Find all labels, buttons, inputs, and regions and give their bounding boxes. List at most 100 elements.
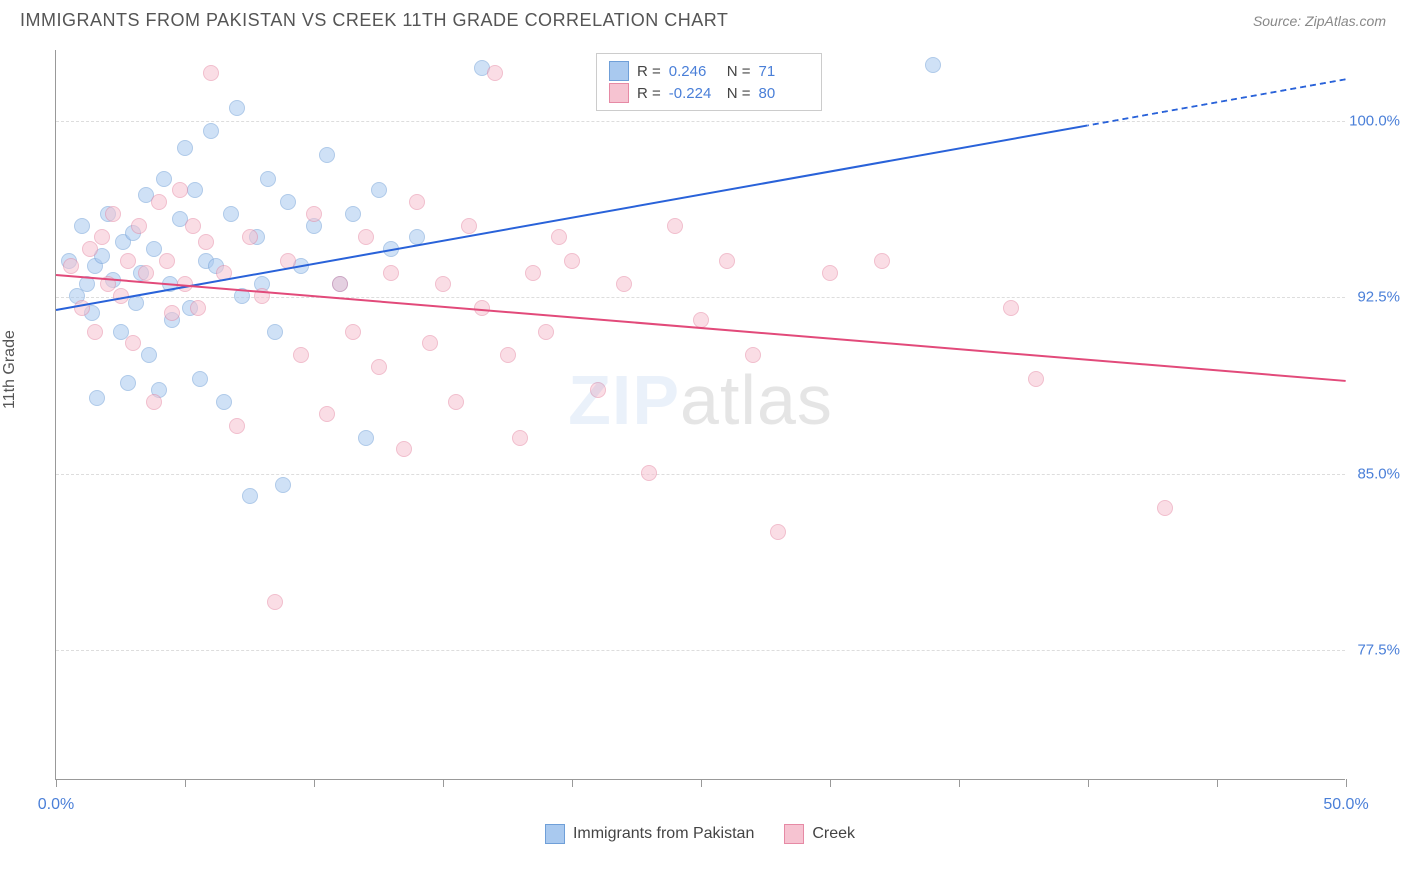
scatter-point xyxy=(105,206,121,222)
legend-row-creek: R = -0.224 N = 80 xyxy=(609,83,809,103)
scatter-point xyxy=(590,382,606,398)
scatter-point xyxy=(422,335,438,351)
legend-row-pakistan: R = 0.246 N = 71 xyxy=(609,61,809,81)
xtick xyxy=(443,779,444,787)
scatter-point xyxy=(216,394,232,410)
xtick xyxy=(572,779,573,787)
xtick xyxy=(314,779,315,787)
scatter-point xyxy=(146,394,162,410)
scatter-point xyxy=(448,394,464,410)
xtick xyxy=(830,779,831,787)
scatter-point xyxy=(719,253,735,269)
scatter-point xyxy=(151,194,167,210)
scatter-point xyxy=(538,324,554,340)
xtick xyxy=(1217,779,1218,787)
scatter-point xyxy=(358,229,374,245)
xtick-label: 50.0% xyxy=(1323,796,1368,814)
scatter-point xyxy=(74,218,90,234)
scatter-point xyxy=(94,229,110,245)
scatter-point xyxy=(82,241,98,257)
gridline xyxy=(56,474,1345,475)
legend-item-creek: Creek xyxy=(784,824,855,844)
scatter-point xyxy=(89,390,105,406)
scatter-point xyxy=(319,406,335,422)
scatter-chart: R = 0.246 N = 71 R = -0.224 N = 80 ZIPat… xyxy=(55,50,1345,780)
y-axis-label: 11th Grade xyxy=(1,330,19,409)
chart-title: IMMIGRANTS FROM PAKISTAN VS CREEK 11TH G… xyxy=(20,10,728,31)
scatter-point xyxy=(187,182,203,198)
ytick-label: 77.5% xyxy=(1357,642,1400,659)
scatter-point xyxy=(525,265,541,281)
scatter-point xyxy=(745,347,761,363)
legend-swatch-creek xyxy=(609,83,629,103)
scatter-point xyxy=(131,218,147,234)
scatter-point xyxy=(564,253,580,269)
scatter-point xyxy=(203,123,219,139)
gridline xyxy=(56,650,1345,651)
series-legend: Immigrants from Pakistan Creek xyxy=(55,824,1345,844)
scatter-point xyxy=(242,229,258,245)
scatter-point xyxy=(229,100,245,116)
scatter-point xyxy=(229,418,245,434)
scatter-point xyxy=(770,524,786,540)
scatter-point xyxy=(371,182,387,198)
scatter-point xyxy=(267,594,283,610)
correlation-legend: R = 0.246 N = 71 R = -0.224 N = 80 xyxy=(596,53,822,111)
scatter-point xyxy=(164,305,180,321)
scatter-point xyxy=(383,265,399,281)
scatter-point xyxy=(159,253,175,269)
trend-line xyxy=(56,274,1346,382)
source-text: Source: ZipAtlas.com xyxy=(1253,13,1386,29)
scatter-point xyxy=(874,253,890,269)
scatter-point xyxy=(487,65,503,81)
legend-swatch-pakistan xyxy=(609,61,629,81)
scatter-point xyxy=(1157,500,1173,516)
scatter-point xyxy=(358,430,374,446)
scatter-point xyxy=(345,324,361,340)
scatter-point xyxy=(146,241,162,257)
scatter-point xyxy=(667,218,683,234)
scatter-point xyxy=(435,276,451,292)
scatter-point xyxy=(319,147,335,163)
ytick-label: 85.0% xyxy=(1357,465,1400,482)
scatter-point xyxy=(203,65,219,81)
scatter-point xyxy=(1028,371,1044,387)
scatter-point xyxy=(293,347,309,363)
scatter-point xyxy=(198,234,214,250)
scatter-point xyxy=(371,359,387,375)
scatter-point xyxy=(332,276,348,292)
scatter-point xyxy=(185,218,201,234)
legend-swatch-creek-icon xyxy=(784,824,804,844)
xtick xyxy=(701,779,702,787)
scatter-point xyxy=(551,229,567,245)
scatter-point xyxy=(120,375,136,391)
scatter-point xyxy=(1003,300,1019,316)
scatter-point xyxy=(87,324,103,340)
scatter-point xyxy=(925,57,941,73)
scatter-point xyxy=(260,171,276,187)
xtick-label: 0.0% xyxy=(38,796,74,814)
scatter-point xyxy=(409,194,425,210)
scatter-point xyxy=(141,347,157,363)
scatter-point xyxy=(512,430,528,446)
scatter-point xyxy=(616,276,632,292)
scatter-point xyxy=(128,295,144,311)
scatter-point xyxy=(267,324,283,340)
scatter-point xyxy=(190,300,206,316)
scatter-point xyxy=(172,182,188,198)
gridline xyxy=(56,121,1345,122)
xtick xyxy=(1088,779,1089,787)
ytick-label: 92.5% xyxy=(1357,289,1400,306)
scatter-point xyxy=(223,206,239,222)
scatter-point xyxy=(693,312,709,328)
watermark: ZIPatlas xyxy=(568,360,833,440)
scatter-point xyxy=(156,171,172,187)
xtick xyxy=(959,779,960,787)
scatter-point xyxy=(125,335,141,351)
scatter-point xyxy=(500,347,516,363)
scatter-point xyxy=(641,465,657,481)
scatter-point xyxy=(280,194,296,210)
scatter-point xyxy=(822,265,838,281)
xtick xyxy=(56,779,57,787)
legend-item-pakistan: Immigrants from Pakistan xyxy=(545,824,754,844)
